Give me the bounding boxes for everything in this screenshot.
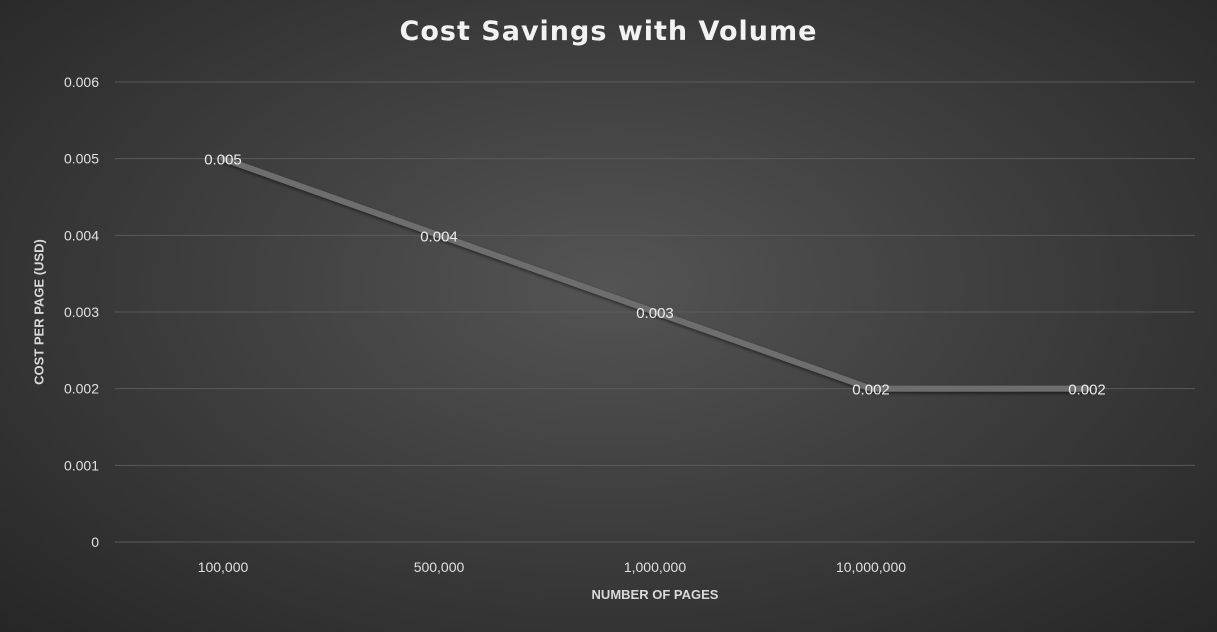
data-label: 0.002 — [1068, 382, 1106, 399]
y-tick-label: 0.004 — [64, 227, 99, 243]
x-axis-title: NUMBER OF PAGES — [591, 587, 719, 602]
gridlines — [115, 81, 1195, 543]
y-tick-label: 0.003 — [64, 304, 99, 320]
data-label: 0.003 — [636, 305, 674, 322]
x-axis-tick-labels: 100,000 500,000 1,000,000 10,000,000 — [198, 559, 907, 575]
chart-title: Cost Savings with Volume — [399, 16, 818, 47]
x-tick-label: 10,000,000 — [836, 559, 906, 575]
y-axis-tick-labels: 0 0.001 0.002 0.003 0.004 0.005 0.006 — [64, 74, 99, 550]
x-tick-label: 500,000 — [414, 559, 465, 575]
data-labels: 0.005 0.004 0.003 0.002 0.002 — [204, 152, 1106, 399]
y-tick-label: 0 — [91, 534, 99, 550]
series-line-group — [220, 155, 1090, 392]
y-tick-label: 0.002 — [64, 381, 99, 397]
x-tick-label: 100,000 — [198, 559, 249, 575]
series-line — [220, 155, 1090, 392]
data-label: 0.005 — [204, 152, 242, 169]
y-tick-label: 0.006 — [64, 74, 99, 90]
y-tick-label: 0.005 — [64, 151, 99, 167]
y-tick-label: 0.001 — [64, 457, 99, 473]
data-label: 0.002 — [852, 382, 890, 399]
data-label: 0.004 — [420, 228, 458, 245]
x-tick-label: 1,000,000 — [624, 559, 686, 575]
